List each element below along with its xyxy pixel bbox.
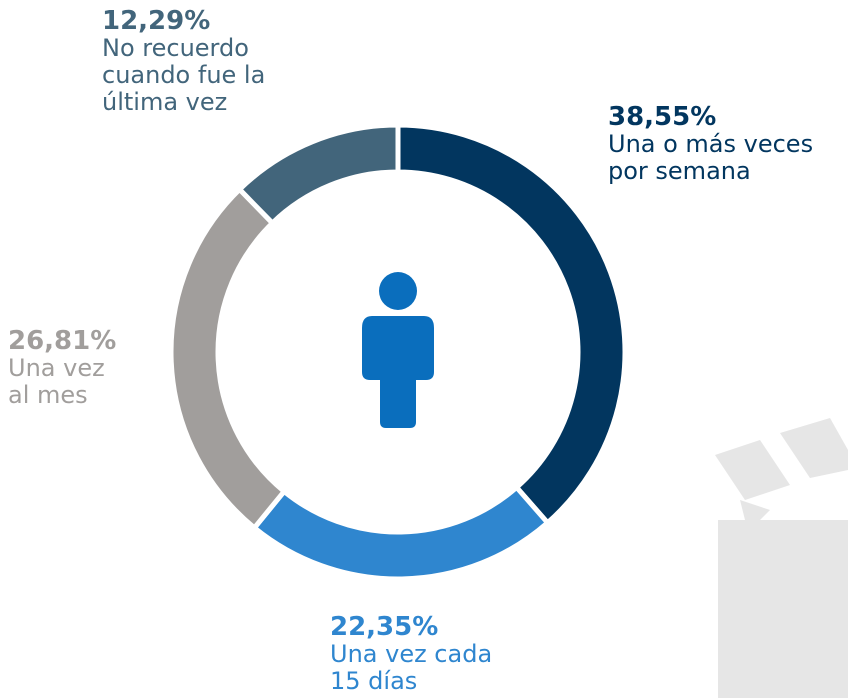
donut-slice bbox=[250, 483, 552, 582]
donut-slice bbox=[168, 185, 288, 532]
category-label: Una vez cada 15 días bbox=[330, 640, 493, 695]
category-label: Una o más veces por semana bbox=[608, 130, 814, 185]
slice-label: 26,81% Una vez al mes bbox=[8, 328, 123, 409]
clapperboard-decoration bbox=[715, 418, 848, 698]
category-label: Una vez al mes bbox=[8, 354, 105, 409]
value-label: 12,29% bbox=[102, 6, 211, 36]
slice-label: 12,29% No recuerdo cuando fue la última v… bbox=[102, 8, 307, 116]
category-label: No recuerdo cuando fue la última vez bbox=[102, 34, 266, 116]
slice-label: 22,35% Una vez cada 15 días bbox=[330, 614, 520, 695]
donut-slice bbox=[236, 122, 401, 227]
person-icon bbox=[362, 272, 434, 428]
donut-slice bbox=[395, 122, 628, 527]
slice-label: 38,55% Una o más veces por semana bbox=[608, 104, 848, 185]
value-label: 22,35% bbox=[330, 612, 439, 642]
value-label: 26,81% bbox=[8, 326, 117, 356]
value-label: 38,55% bbox=[608, 102, 717, 132]
